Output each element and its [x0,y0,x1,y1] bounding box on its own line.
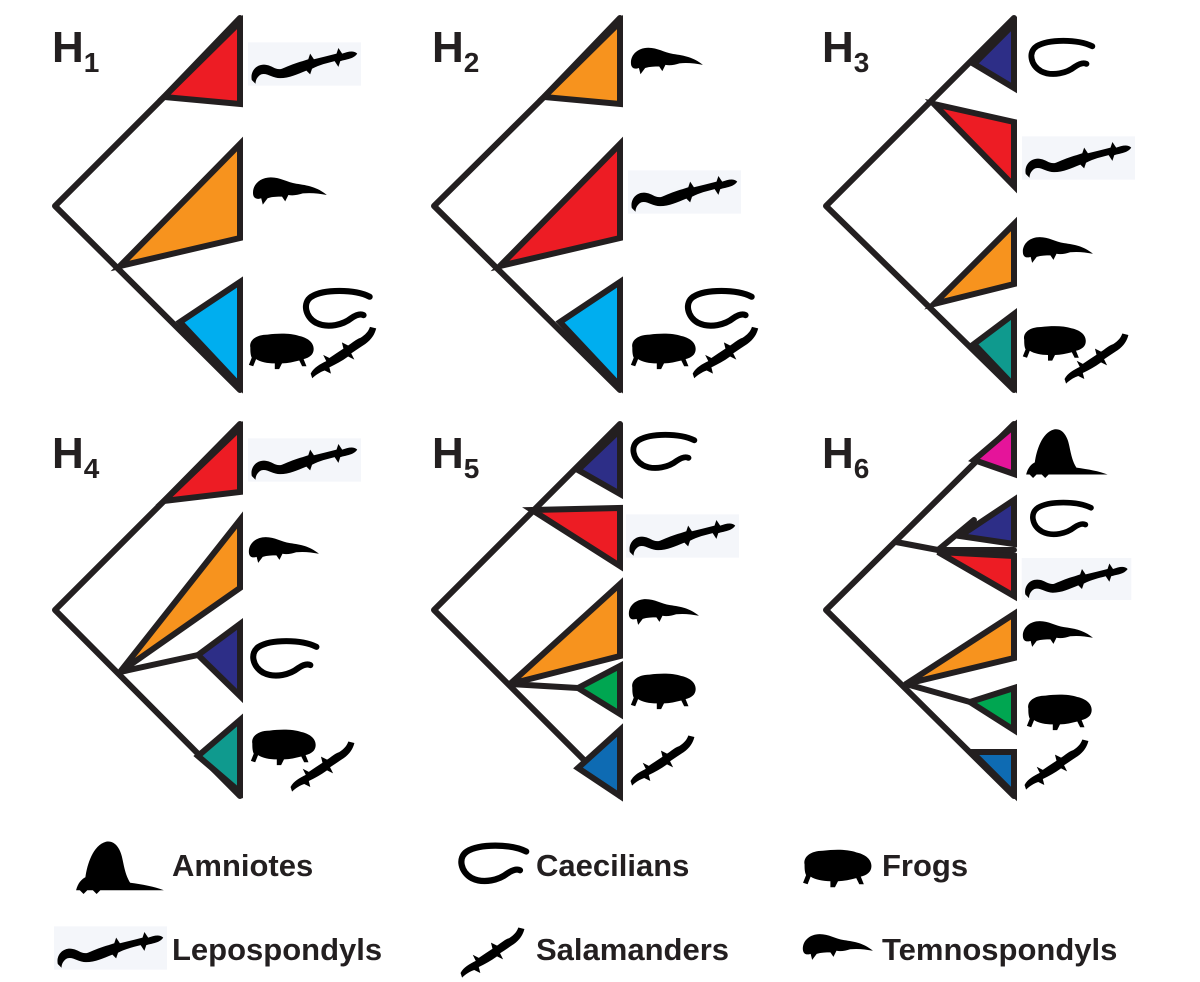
clade-triangle [962,683,1017,736]
clade-triangle [193,618,243,704]
temnospondyl-icon [248,537,319,563]
panel-h1: H1 [52,14,377,394]
hypothesis-label: H6 [822,429,869,484]
clade-triangle [522,504,623,572]
temnospondyl-icon [628,599,699,625]
frog-icon [803,849,872,888]
lepospondyl-icon [248,438,361,482]
clade-triangle [537,14,623,108]
caecilian-icon [1033,503,1091,535]
hypothesis-label: H4 [52,429,100,484]
clade-triangle [157,14,243,108]
temnospondyl-icon [252,177,327,205]
hypothesis-label: H1 [52,23,99,78]
legend-item: Lepospondyls [54,926,382,970]
frog-icon [248,333,314,370]
tree-branch [117,652,201,675]
frog-icon [1022,326,1086,361]
lepospondyl-icon [628,170,741,214]
amniote-icon [76,841,164,894]
salamander-icon [630,735,695,786]
legend-label: Salamanders [536,932,729,967]
lepospondyl-icon [248,42,361,86]
clade-triangle [193,713,243,799]
tree-branch [823,15,1017,393]
caecilian-icon [633,435,694,468]
legend-label: Caecilians [536,848,689,883]
temnospondyl-icon [1022,237,1093,263]
legend-item: Salamanders [460,927,729,978]
clade-triangle [969,16,1017,94]
hypothesis-label: H5 [432,429,479,484]
legend-label: Temnospondyls [882,932,1117,967]
frog-icon [1026,694,1092,731]
caecilian-icon [306,291,370,326]
lepospondyl-icon [626,514,739,558]
clade-triangle [507,577,623,687]
legend-label: Lepospondyls [172,932,382,967]
clade-triangle [964,749,1017,802]
salamander-icon [692,326,759,379]
salamander-icon [310,326,377,379]
clade-triangle [573,723,623,802]
salamander-icon [460,927,525,978]
clade-triangle [571,661,623,720]
frog-icon [250,729,316,766]
legend-item: Temnospondyls [802,932,1117,967]
clade-triangle [555,276,623,394]
clade-triangle [175,276,243,394]
caecilian-icon [253,641,316,675]
clade-triangle [969,308,1017,394]
lepospondyl-icon [1022,136,1135,180]
temnospondyl-icon [1022,621,1093,647]
clade-triangle [117,511,243,675]
legend-item: Caecilians [461,846,689,883]
hypothesis-label: H2 [432,23,479,78]
frog-icon [630,333,696,370]
clade-triangle [968,419,1017,479]
tree-branch [507,681,581,691]
caecilian-icon [688,291,752,326]
legend-label: Amniotes [172,848,313,883]
legend-item: Amniotes [76,841,313,894]
amniote-icon [1026,429,1108,478]
caecilian-icon [1031,41,1092,74]
clade-triangle [924,216,1017,310]
tree-branch [431,421,623,799]
lepospondyl-icon [54,926,167,970]
clade-triangle [490,136,623,272]
clade-triangle [951,494,1017,548]
legend-item: Frogs [803,848,968,888]
hypothesis-label: H3 [822,23,869,78]
tree-branch [823,421,1017,799]
salamander-icon [1024,739,1089,790]
clade-triangle [573,423,623,500]
clade-triangle [904,608,1017,687]
tree-branch [903,681,973,705]
temnospondyl-icon [802,934,873,960]
legend-label: Frogs [882,848,968,883]
clade-triangle [924,98,1017,194]
tree-branch [935,517,977,553]
lepospondyl-icon [1021,558,1132,600]
panel-h2: H2 [431,14,759,394]
temnospondyl-icon [630,47,703,75]
caecilian-icon [461,846,526,881]
frog-icon [630,673,696,710]
clade-triangle [110,136,243,272]
panel-h4: H4 [52,420,361,799]
panel-h6: H6 [822,419,1132,802]
clade-triangle [936,549,1017,602]
panel-h3: H3 [822,15,1135,394]
panel-h5: H5 [431,421,739,802]
clade-triangle [155,420,243,506]
